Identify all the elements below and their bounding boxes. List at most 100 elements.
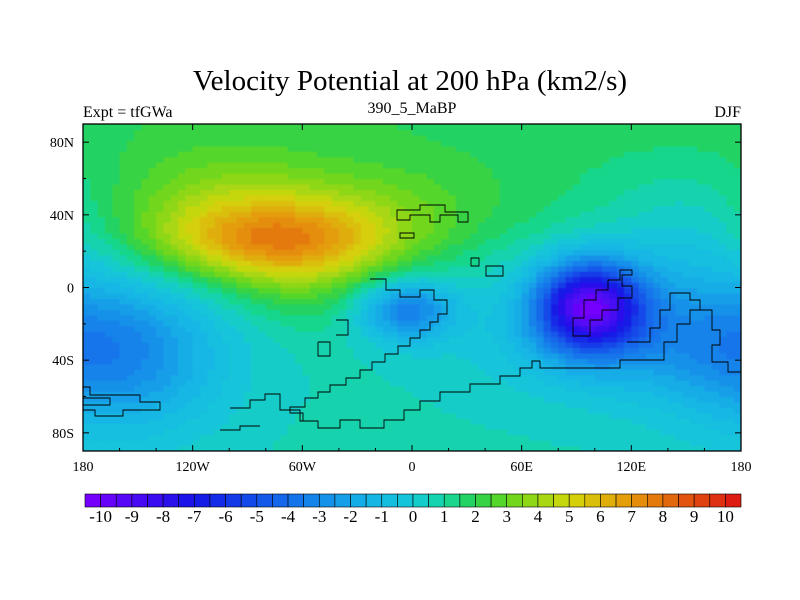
field-cell [265, 331, 274, 338]
field-cell [251, 276, 260, 283]
field-cell [258, 309, 267, 316]
field-cell [390, 331, 398, 338]
field-cell [572, 216, 581, 223]
field-cell [185, 254, 194, 261]
field-cell [433, 309, 442, 316]
field-cell [346, 173, 355, 180]
field-cell [572, 265, 581, 272]
field-cell [243, 216, 252, 223]
field-cell [536, 445, 545, 451]
field-cell [448, 292, 457, 299]
field-cell [309, 276, 318, 283]
field-cell [331, 401, 340, 408]
field-cell [316, 331, 325, 338]
field-cell [711, 331, 720, 338]
field-cell [309, 287, 318, 294]
field-cell [653, 358, 662, 365]
field-cell [536, 412, 545, 419]
field-cell [368, 292, 377, 299]
field-cell [631, 162, 640, 169]
field-cell [324, 227, 333, 234]
field-cell [397, 298, 406, 305]
field-cell [287, 254, 296, 261]
field-cell [653, 254, 662, 261]
field-cell [448, 276, 457, 283]
field-cell [624, 298, 632, 305]
field-cell [141, 401, 150, 408]
field-cell [273, 173, 281, 180]
field-cell [448, 238, 457, 245]
field-cell [243, 352, 252, 359]
field-cell [507, 396, 515, 403]
field-cell [726, 434, 735, 441]
field-cell [587, 336, 596, 343]
field-cell [331, 145, 340, 152]
field-cell [470, 385, 479, 392]
field-cell [470, 271, 479, 278]
field-cell [536, 173, 545, 180]
field-cell [711, 352, 720, 359]
field-cell [280, 434, 289, 441]
field-cell [543, 336, 552, 343]
field-cell [565, 396, 574, 403]
field-cell [499, 287, 508, 294]
field-cell [97, 298, 106, 305]
field-cell [375, 385, 384, 392]
field-cell [448, 320, 457, 327]
field-cell [126, 200, 135, 207]
field-cell [324, 233, 333, 240]
field-cell [580, 423, 589, 430]
field-cell [638, 271, 647, 278]
field-cell [492, 233, 501, 240]
field-cell [382, 183, 391, 190]
field-cell [243, 325, 252, 332]
field-cell [660, 183, 669, 190]
field-cell [324, 363, 333, 370]
field-cell [192, 298, 201, 305]
field-cell [214, 445, 223, 451]
field-cell [265, 211, 274, 218]
field-cell [382, 227, 391, 234]
field-cell [141, 342, 150, 349]
field-cell [207, 292, 216, 299]
field-cell [682, 243, 691, 250]
field-cell [514, 254, 523, 261]
field-cell [83, 178, 91, 185]
field-cell [295, 325, 303, 332]
field-cell [733, 325, 741, 332]
field-cell [346, 282, 355, 289]
field-cell [536, 298, 545, 305]
field-cell [258, 178, 267, 185]
field-cell [528, 347, 537, 354]
field-cell [280, 183, 289, 190]
field-cell [134, 189, 143, 196]
field-cell [631, 440, 640, 447]
field-cell [616, 401, 625, 408]
field-cell [463, 331, 472, 338]
field-cell [353, 238, 362, 245]
field-cell [536, 418, 545, 425]
field-cell [660, 227, 669, 234]
field-cell [514, 325, 523, 332]
field-cell [624, 401, 632, 408]
field-cell [119, 194, 128, 201]
field-cell [441, 276, 450, 283]
field-cell [514, 320, 523, 327]
field-cell [112, 320, 121, 327]
field-cell [346, 352, 355, 359]
field-cell [609, 173, 618, 180]
field-cell [207, 358, 216, 365]
field-cell [733, 216, 741, 223]
field-cell [653, 167, 662, 174]
field-cell [631, 271, 640, 278]
field-cell [112, 211, 121, 218]
field-cell [353, 336, 362, 343]
field-cell [507, 265, 515, 272]
field-cell [104, 282, 113, 289]
field-cell [207, 401, 216, 408]
field-cell [565, 391, 574, 398]
field-cell [492, 238, 501, 245]
field-cell [382, 429, 391, 436]
field-cell [134, 358, 143, 365]
field-cell [309, 434, 318, 441]
